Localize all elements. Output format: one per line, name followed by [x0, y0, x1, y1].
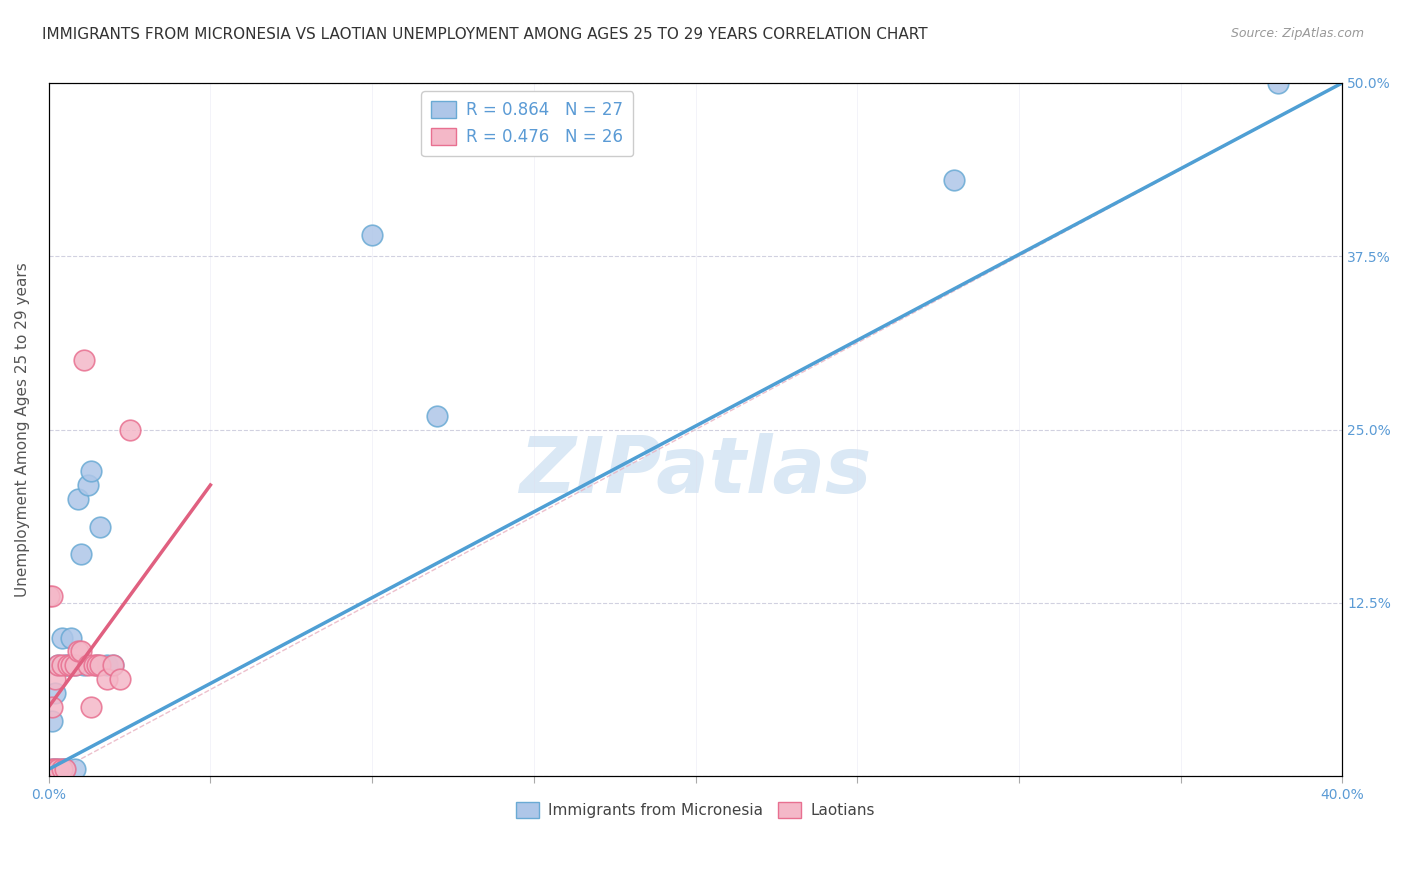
Point — [41, 589, 63, 603]
Point — [63, 762, 86, 776]
Point — [60, 631, 83, 645]
Point — [63, 658, 86, 673]
Point — [63, 658, 86, 673]
Point — [44, 672, 66, 686]
Point — [53, 658, 76, 673]
Point — [103, 658, 125, 673]
Point — [361, 228, 384, 243]
Point — [76, 478, 98, 492]
Point — [103, 658, 125, 673]
Point — [80, 699, 103, 714]
Point — [73, 353, 96, 368]
Point — [56, 658, 79, 673]
Y-axis label: Unemployment Among Ages 25 to 29 years: Unemployment Among Ages 25 to 29 years — [15, 262, 30, 597]
Point — [89, 519, 111, 533]
Point — [44, 762, 66, 776]
Point — [48, 762, 70, 776]
Point — [76, 658, 98, 673]
Point — [41, 714, 63, 728]
Point — [38, 589, 60, 603]
Point — [66, 644, 89, 658]
Point — [60, 658, 83, 673]
Point — [86, 658, 108, 673]
Legend: Immigrants from Micronesia, Laotians: Immigrants from Micronesia, Laotians — [510, 796, 882, 824]
Point — [41, 699, 63, 714]
Point — [41, 762, 63, 776]
Point — [51, 762, 73, 776]
Text: IMMIGRANTS FROM MICRONESIA VS LAOTIAN UNEMPLOYMENT AMONG AGES 25 TO 29 YEARS COR: IMMIGRANTS FROM MICRONESIA VS LAOTIAN UN… — [42, 27, 928, 42]
Point — [89, 658, 111, 673]
Point — [73, 658, 96, 673]
Point — [86, 658, 108, 673]
Point — [44, 762, 66, 776]
Point — [53, 762, 76, 776]
Point — [943, 173, 966, 187]
Text: ZIPatlas: ZIPatlas — [519, 434, 872, 509]
Point — [96, 658, 118, 673]
Point — [51, 762, 73, 776]
Point — [426, 409, 449, 423]
Point — [53, 762, 76, 776]
Point — [118, 423, 141, 437]
Point — [80, 464, 103, 478]
Text: Source: ZipAtlas.com: Source: ZipAtlas.com — [1230, 27, 1364, 40]
Point — [70, 547, 93, 561]
Point — [56, 658, 79, 673]
Point — [51, 658, 73, 673]
Point — [51, 631, 73, 645]
Point — [44, 686, 66, 700]
Point — [48, 658, 70, 673]
Point — [96, 672, 118, 686]
Point — [1267, 76, 1289, 90]
Point — [83, 658, 105, 673]
Point — [48, 762, 70, 776]
Point — [48, 658, 70, 673]
Point — [41, 762, 63, 776]
Point — [70, 644, 93, 658]
Point — [66, 491, 89, 506]
Point — [108, 672, 131, 686]
